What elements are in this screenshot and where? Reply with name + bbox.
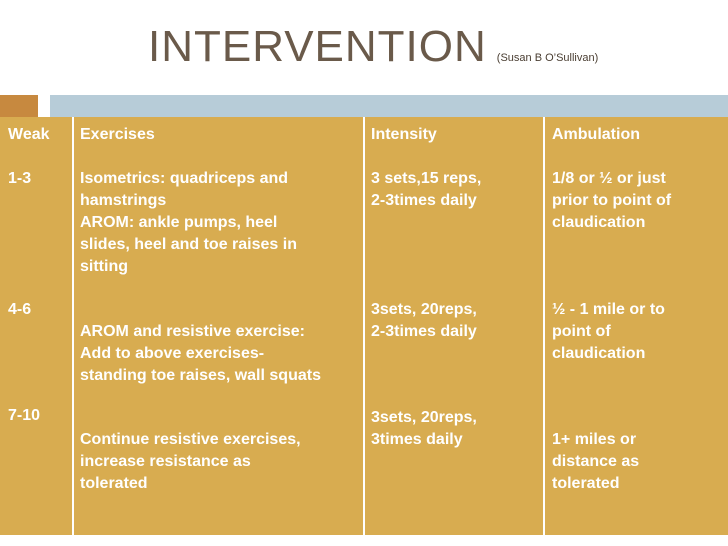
text-line: sitting — [80, 258, 128, 275]
row-2-exercises: AROM and resistive exercise: Add to abov… — [80, 321, 321, 387]
text-line: tolerated — [552, 475, 620, 492]
row-3-exercises: Continue resistive exercises, increase r… — [80, 429, 301, 495]
text-line: 1/8 or ½ or just — [552, 170, 666, 187]
row-2-week: 4-6 — [8, 301, 32, 318]
text-line: distance as — [552, 453, 640, 470]
text-line: AROM: ankle pumps, heel — [80, 214, 278, 231]
row-1-exercises: Isometrics: quadriceps and hamstrings AR… — [80, 168, 297, 278]
text-line: slides, heel and toe raises in — [80, 236, 297, 253]
row-1-intensity: 3 sets,15 reps, 2-3times daily — [371, 168, 481, 212]
header-accent-bar-right — [50, 95, 728, 117]
text-line: 3 sets,15 reps, — [371, 170, 482, 187]
text-line: Add to above exercises- — [80, 345, 265, 362]
text-line: claudication — [552, 214, 646, 231]
row-3-intensity: 3sets, 20reps, 3times daily — [371, 407, 477, 451]
row-1-week: 1-3 — [8, 170, 32, 187]
header-ambulation: Ambulation — [552, 126, 640, 143]
text-line: prior to point of — [552, 192, 672, 209]
column-divider — [72, 117, 74, 535]
page-title: INTERVENTION — [148, 22, 487, 71]
row-2-ambulation: ½ - 1 mile or to point of claudication — [552, 299, 665, 365]
row-3-ambulation: 1+ miles or distance as tolerated — [552, 429, 639, 495]
header-intensity: Intensity — [371, 126, 437, 143]
text-line: claudication — [552, 345, 646, 362]
text-line: 2-3times daily — [371, 192, 477, 209]
text-line: ½ - 1 mile or to — [552, 301, 665, 318]
table-bottom-border — [0, 535, 728, 536]
header-exercises: Exercises — [80, 126, 155, 143]
text-line: 2-3times daily — [371, 323, 477, 340]
column-divider — [543, 117, 545, 535]
text-line: AROM and resistive exercise: — [80, 323, 305, 340]
title-block: INTERVENTION (Susan B O’Sullivan) — [148, 22, 598, 72]
text-line: tolerated — [80, 475, 148, 492]
text-line: standing toe raises, wall squats — [80, 367, 321, 384]
text-line: Isometrics: quadriceps and — [80, 170, 289, 187]
text-line: hamstrings — [80, 192, 167, 209]
row-2-intensity: 3sets, 20reps, 2-3times daily — [371, 299, 477, 343]
text-line: increase resistance as — [80, 453, 251, 470]
column-divider — [363, 117, 365, 535]
header-week: Weak — [8, 126, 50, 143]
text-line: point of — [552, 323, 611, 340]
row-3-week: 7-10 — [8, 407, 41, 424]
header-accent-bar-left — [0, 95, 38, 117]
page-subtitle: (Susan B O’Sullivan) — [496, 52, 599, 64]
row-1-ambulation: 1/8 or ½ or just prior to point of claud… — [552, 168, 671, 234]
text-line: 3times daily — [371, 431, 463, 448]
text-line: 3sets, 20reps, — [371, 301, 477, 318]
text-line: 1+ miles or — [552, 431, 637, 448]
text-line: Continue resistive exercises, — [80, 431, 301, 448]
text-line: 3sets, 20reps, — [371, 409, 477, 426]
